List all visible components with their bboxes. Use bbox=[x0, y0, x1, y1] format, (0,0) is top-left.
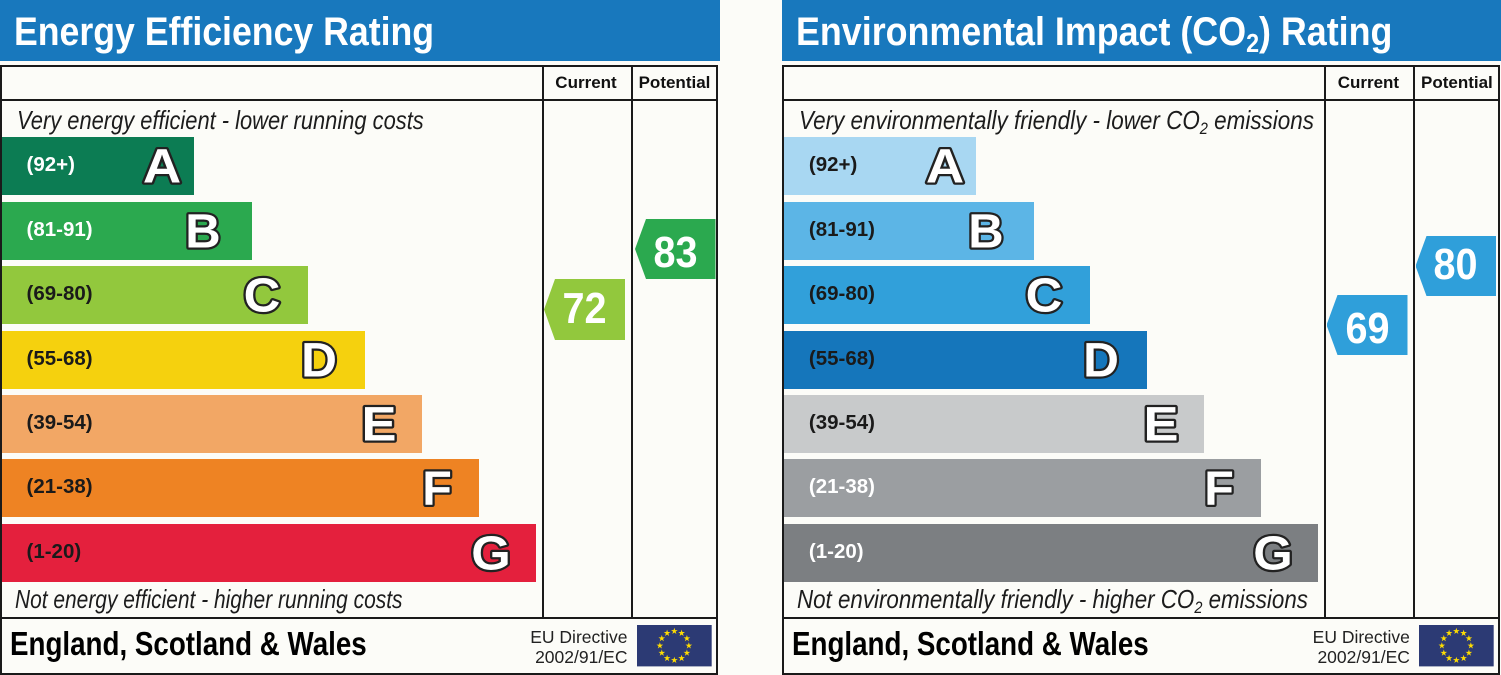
svg-text:G: G bbox=[1253, 526, 1293, 580]
svg-text:D: D bbox=[301, 333, 337, 387]
svg-text:F: F bbox=[422, 461, 452, 515]
svg-text:E: E bbox=[1143, 397, 1178, 451]
svg-text:C: C bbox=[243, 268, 280, 322]
svg-text:D: D bbox=[1083, 333, 1119, 387]
svg-text:G: G bbox=[471, 526, 511, 580]
svg-text:A: A bbox=[143, 139, 181, 193]
svg-text:F: F bbox=[1204, 461, 1234, 515]
svg-text:B: B bbox=[968, 204, 1003, 258]
svg-text:B: B bbox=[186, 204, 221, 258]
svg-text:A: A bbox=[925, 139, 963, 193]
svg-text:E: E bbox=[361, 397, 396, 451]
svg-text:C: C bbox=[1026, 268, 1063, 322]
